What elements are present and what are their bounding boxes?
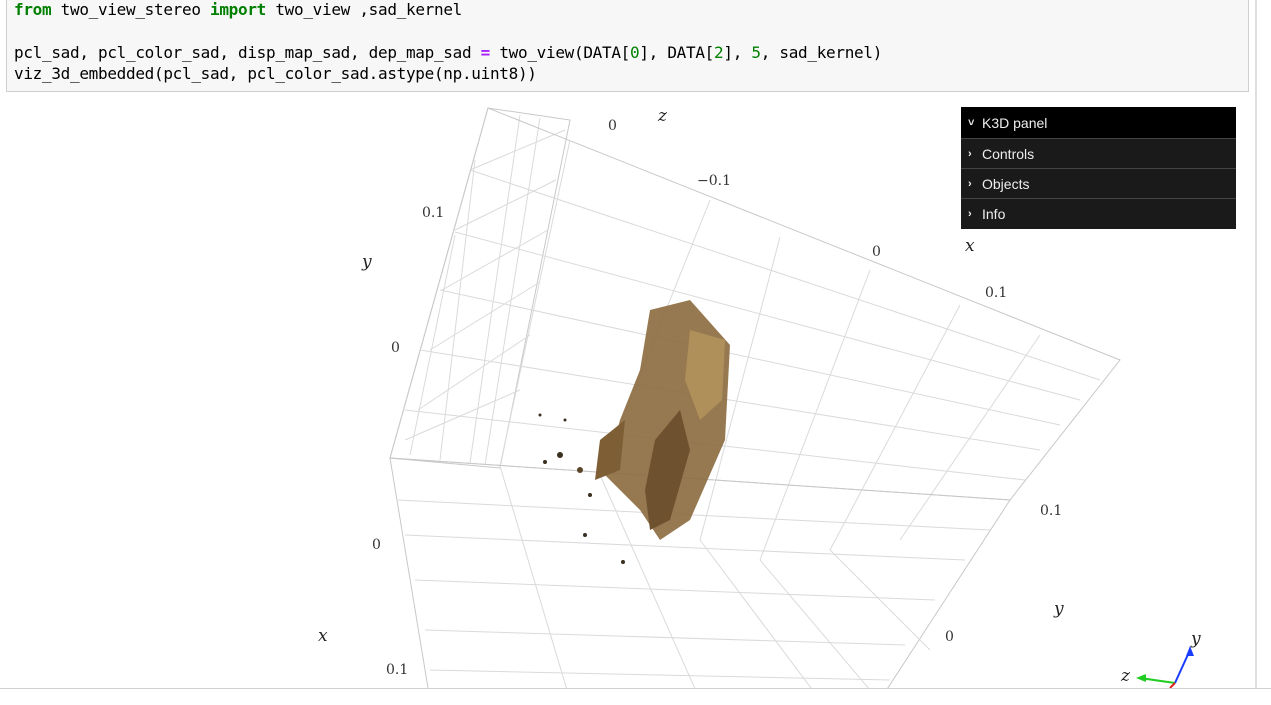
- code-call-mid: ], DATA[: [639, 43, 715, 62]
- code-line-viz: viz_3d_embedded(pcl_sad, pcl_color_sad.a…: [14, 64, 537, 83]
- k3d-panel-objects[interactable]: › Objects: [961, 169, 1236, 199]
- tick-x-01-right: 0.1: [985, 285, 1007, 301]
- code-operator: =: [480, 43, 491, 62]
- k3d-panel-objects-label: Objects: [982, 175, 1030, 192]
- tick-x-0: 0: [372, 537, 381, 553]
- code-line-assign: pcl_sad, pcl_color_sad, disp_map_sad, de…: [14, 43, 882, 63]
- code-number: 2: [714, 43, 724, 62]
- axis-letter-z: z: [657, 106, 668, 126]
- code-number: 0: [630, 43, 640, 62]
- tick-y-0-right: 0: [945, 629, 954, 645]
- chevron-down-icon: ˅: [968, 116, 975, 129]
- grid-wall-left: [389, 107, 571, 469]
- tick-y-0: 0: [391, 340, 400, 356]
- chevron-right-icon: ›: [968, 177, 972, 190]
- k3d-viewport[interactable]: 0 z −0.1 0.1 y 0 0 x 0.1 0 x 0.1 0.1 y 0…: [0, 96, 1255, 688]
- axis-letter-x-right: x: [965, 236, 975, 256]
- tick-z-0: 0: [608, 118, 617, 134]
- k3d-panel-title: K3D panel: [982, 114, 1048, 131]
- gizmo-z-label: z: [1120, 666, 1131, 686]
- point-cloud: [538, 300, 730, 564]
- k3d-panel-controls[interactable]: › Controls: [961, 139, 1236, 169]
- k3d-panel[interactable]: ˅ K3D panel › Controls › Objects › Info: [961, 107, 1236, 229]
- tick-y-01-right: 0.1: [1040, 503, 1062, 519]
- tick-x-0-right: 0: [872, 244, 881, 260]
- code-call-start: two_view(DATA[: [490, 43, 630, 62]
- k3d-panel-header[interactable]: ˅ K3D panel: [961, 107, 1236, 139]
- chevron-right-icon: ›: [968, 208, 972, 220]
- scrollbar[interactable]: [1255, 0, 1257, 688]
- k3d-panel-info-label: Info: [982, 206, 1006, 222]
- chevron-right-icon: ›: [968, 147, 972, 160]
- tick-x-01: 0.1: [386, 662, 408, 678]
- tick-y-01: 0.1: [422, 205, 444, 221]
- code-call-end: , sad_kernel): [760, 43, 883, 62]
- code-call-mid: ],: [723, 43, 752, 62]
- tick-z-neg01: −0.1: [697, 173, 731, 189]
- axis-letter-x-left: x: [318, 626, 328, 646]
- axis-letter-y-left: y: [361, 252, 372, 272]
- module-name: two_view_stereo: [51, 0, 211, 19]
- code-line-import: from two_view_stereo import two_view ,sa…: [14, 0, 462, 20]
- axis-letter-y-right: y: [1053, 599, 1064, 619]
- cell-divider: [0, 688, 1271, 689]
- import-names: two_view ,sad_kernel: [266, 0, 463, 19]
- code-cell[interactable]: from two_view_stereo import two_view ,sa…: [6, 0, 1249, 92]
- k3d-panel-info[interactable]: › Info: [961, 199, 1236, 229]
- orientation-gizmo: y z: [1120, 629, 1201, 688]
- k3d-panel-controls-label: Controls: [982, 145, 1035, 162]
- code-assign-targets: pcl_sad, pcl_color_sad, disp_map_sad, de…: [14, 43, 481, 62]
- grid-floor: [389, 457, 1011, 688]
- keyword-from: from: [14, 0, 52, 19]
- keyword-import: import: [210, 0, 267, 19]
- k3d-scene[interactable]: 0 z −0.1 0.1 y 0 0 x 0.1 0 x 0.1 0.1 y 0…: [0, 96, 1255, 688]
- gizmo-y-label: y: [1190, 629, 1201, 649]
- code-number: 5: [751, 43, 761, 62]
